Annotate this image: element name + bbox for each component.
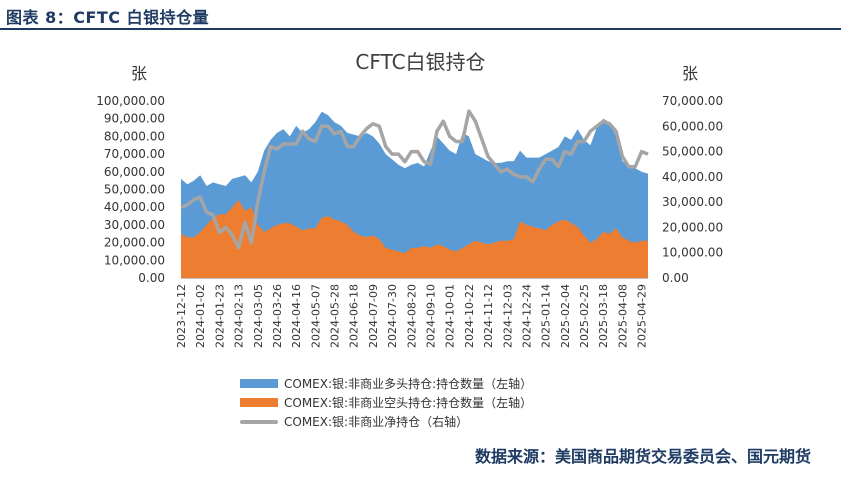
x-axis-tick-label: 2024-12-03 [501, 284, 514, 348]
x-axis-tick-label: 2024-03-05 [252, 284, 265, 348]
figure-title: 图表 8：CFTC 白银持仓量 [6, 8, 210, 27]
x-axis-tick-label: 2023-12-12 [175, 284, 188, 348]
x-axis-tick-label: 2024-09-10 [425, 284, 438, 348]
left-axis-unit: 张 [131, 64, 148, 83]
series-area-short [181, 200, 648, 278]
x-axis-tick-label: 2025-01-14 [540, 284, 553, 348]
legend-label-net: COMEX:银:非商业净持仓（右轴） [284, 415, 469, 429]
left-axis-tick-label: 90,000.00 [104, 112, 165, 126]
x-axis-tick-label: 2024-01-02 [194, 284, 207, 348]
left-axis-tick-label: 30,000.00 [104, 218, 165, 232]
x-axis-tick-label: 2024-06-18 [348, 284, 361, 348]
left-axis-tick-label: 20,000.00 [104, 236, 165, 250]
x-axis-tick-label: 2024-05-07 [309, 284, 322, 348]
left-axis-tick-label: 10,000.00 [104, 253, 165, 267]
left-axis-tick-label: 40,000.00 [104, 200, 165, 214]
chart-legend: COMEX:银:非商业多头持仓:持仓数量（左轴） COMEX:银:非商业空头持仓… [240, 374, 532, 431]
legend-swatch-long [240, 379, 278, 388]
x-axis-tick-label: 2024-07-09 [367, 284, 380, 348]
x-axis-tick-label: 2024-10-22 [463, 284, 476, 348]
x-axis-tick-label: 2024-02-13 [233, 284, 246, 348]
left-axis-tick-label: 80,000.00 [104, 129, 165, 143]
legend-item-short: COMEX:银:非商业空头持仓:持仓数量（左轴） [240, 393, 532, 412]
x-axis-tick-label: 2024-08-20 [405, 284, 418, 348]
x-axis-tick-label: 2024-11-12 [482, 284, 495, 348]
right-axis-tick-label: 30,000.00 [662, 195, 723, 209]
right-axis-tick-label: 20,000.00 [662, 220, 723, 234]
legend-swatch-net [240, 419, 278, 424]
right-axis-tick-label: 50,000.00 [662, 145, 723, 159]
x-axis-tick-label: 2024-04-16 [290, 284, 303, 348]
legend-item-long: COMEX:银:非商业多头持仓:持仓数量（左轴） [240, 374, 532, 393]
legend-label-short: COMEX:银:非商业空头持仓:持仓数量（左轴） [284, 396, 533, 410]
x-axis-tick-label: 2025-03-18 [597, 284, 610, 348]
x-axis-tick-label: 2024-10-01 [444, 284, 457, 348]
chart-title: CFTC白银持仓 [355, 50, 486, 74]
x-axis-tick-label: 2024-03-26 [271, 284, 284, 348]
x-axis-tick-label: 2024-01-23 [213, 284, 226, 348]
title-divider [0, 28, 841, 30]
legend-swatch-short [240, 398, 278, 407]
right-axis-tick-label: 60,000.00 [662, 119, 723, 133]
left-axis-tick-label: 100,000.00 [96, 94, 165, 108]
x-axis-tick-label: 2024-12-24 [521, 284, 534, 348]
x-axis-tick-label: 2025-04-08 [616, 284, 629, 348]
right-axis-tick-label: 10,000.00 [662, 246, 723, 260]
legend-label-long: COMEX:银:非商业多头持仓:持仓数量（左轴） [284, 377, 533, 391]
right-axis-tick-label: 40,000.00 [662, 170, 723, 184]
x-axis-tick-label: 2024-07-30 [386, 284, 399, 348]
x-axis-tick-label: 2025-02-25 [578, 284, 591, 348]
right-axis-tick-label: 70,000.00 [662, 94, 723, 108]
series-line-net [180, 109, 649, 250]
left-axis-tick-label: 70,000.00 [104, 147, 165, 161]
x-axis-tick-label: 2024-05-28 [329, 284, 342, 348]
left-axis-tick-label: 50,000.00 [104, 183, 165, 197]
data-source: 数据来源：美国商品期货交易委员会、国元期货 [474, 447, 811, 466]
right-axis-tick-label: 0.00 [662, 271, 689, 285]
legend-item-net: COMEX:银:非商业净持仓（右轴） [240, 412, 532, 431]
right-axis-unit: 张 [682, 64, 699, 83]
left-axis-tick-label: 60,000.00 [104, 165, 165, 179]
x-axis-tick-label: 2025-04-29 [636, 284, 649, 348]
left-axis-tick-label: 0.00 [138, 271, 165, 285]
x-axis-tick-label: 2025-02-04 [559, 284, 572, 348]
